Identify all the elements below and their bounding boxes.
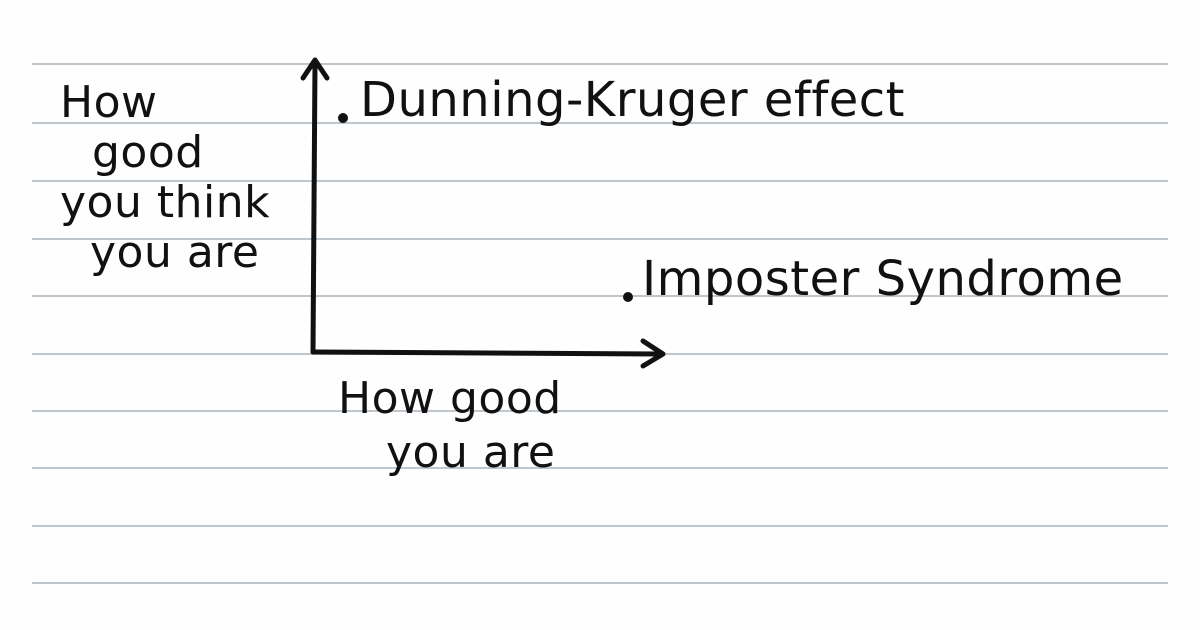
y-axis-arrowhead [300,57,330,81]
imposter-syndrome-label: Imposter Syndrome [642,251,1124,307]
x-axis-label-line: you are [386,427,556,478]
y-axis-line [310,59,318,355]
dunning-kruger-label: Dunning-Kruger effect [360,72,905,128]
dunning-kruger-point [338,113,348,123]
x-axis-label: How good you are [338,372,562,480]
x-axis-arrowhead [640,338,666,369]
y-axis-label-line: you are [90,227,260,278]
y-axis-label-line: you think [60,177,271,228]
y-axis-label-line: How [60,77,158,128]
x-axis-label-line: How good [338,373,562,424]
imposter-syndrome-point [623,292,633,302]
y-axis-label-line: good [92,127,204,178]
x-axis-line [310,349,663,357]
y-axis-label: How good you think you are [60,78,270,278]
